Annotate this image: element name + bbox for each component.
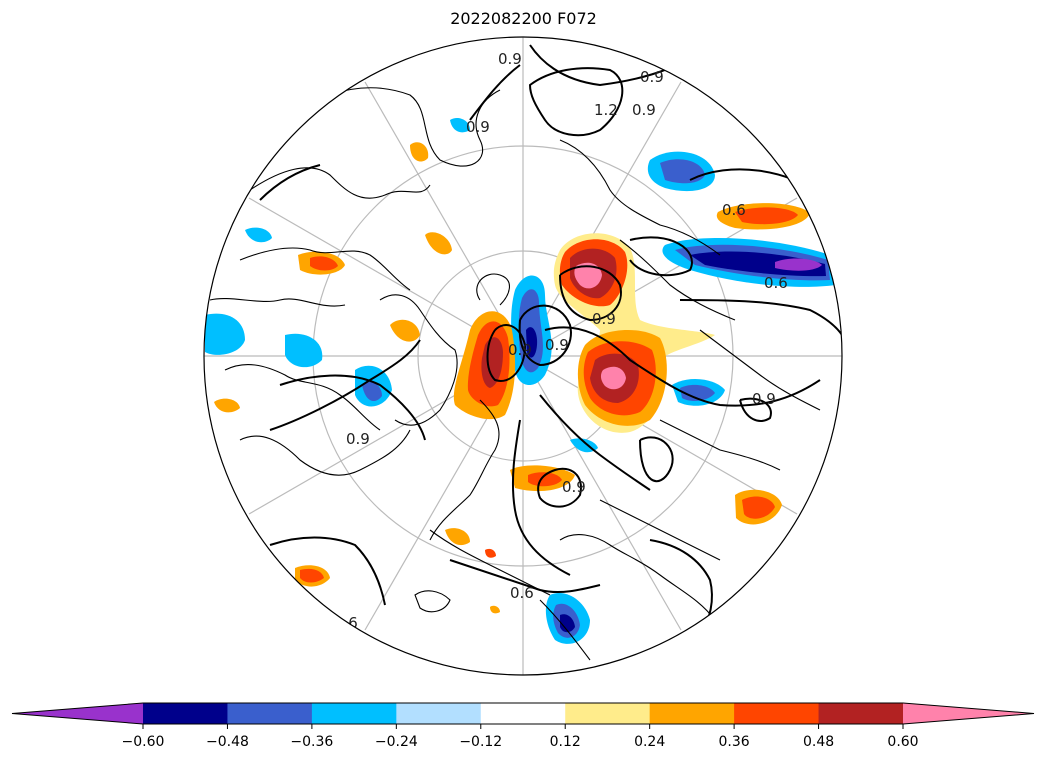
contour-label: 0.9 xyxy=(632,101,656,119)
anomaly-shading xyxy=(205,118,835,644)
contour-label: 0.9 xyxy=(592,310,616,328)
contour-label: 0.6 xyxy=(722,201,746,219)
shade-region xyxy=(481,337,503,388)
shade-region xyxy=(445,528,470,546)
shade-region xyxy=(205,313,245,355)
shade-region xyxy=(742,496,775,519)
contour-label: 0.6 xyxy=(510,584,534,602)
shade-region xyxy=(485,548,496,558)
shade-region xyxy=(735,207,798,225)
shade-region xyxy=(390,319,420,342)
contour-label: 0.6 xyxy=(334,614,358,632)
colorbar-tick-label: −0.36 xyxy=(290,734,333,750)
contour-label: 0.6 xyxy=(764,274,788,292)
colorbar-tick-label: −0.12 xyxy=(459,734,502,750)
shade-region xyxy=(245,227,272,243)
contour-label: 0.9 xyxy=(498,50,522,68)
shade-region xyxy=(285,333,323,368)
shade-region xyxy=(526,327,538,358)
polar-map: 0.9 0.9 1.2 0.9 0.9 0.6 0.6 0.9 0.9 0.9 … xyxy=(203,36,843,676)
contour-label: 0.9 xyxy=(562,478,586,496)
contour-label: 0.9 xyxy=(508,341,532,359)
shade-region xyxy=(775,258,822,271)
colorbar-tick-label: 0.48 xyxy=(803,734,834,750)
colorbar-segment xyxy=(818,703,904,724)
colorbar-segment xyxy=(734,703,820,724)
colorbar-segment xyxy=(12,703,143,724)
map-title: 2022082200 F072 xyxy=(450,9,597,28)
colorbar-outline xyxy=(11,702,1035,725)
shade-region xyxy=(600,366,626,390)
shade-region xyxy=(450,118,470,133)
coastlines xyxy=(209,87,821,661)
contour-label: 1.2 xyxy=(594,101,618,119)
shade-region xyxy=(680,384,715,401)
shade-region xyxy=(300,568,324,583)
colorbar-segment xyxy=(903,703,1034,724)
colorbar-segment xyxy=(649,703,735,724)
colorbar-tick-label: 0.12 xyxy=(550,734,581,750)
colorbar-tick-label: −0.24 xyxy=(375,734,418,750)
colorbar-segment xyxy=(227,703,313,724)
colorbar-segment xyxy=(565,703,651,724)
shade-region xyxy=(528,472,562,487)
contour-label: 0.9 xyxy=(346,430,370,448)
shade-region xyxy=(560,614,575,633)
colorbar-tick-label: 0.60 xyxy=(887,734,918,750)
contour-label: 0.9 xyxy=(752,390,776,408)
colorbar-segment xyxy=(143,703,228,724)
contour-label: 0.9 xyxy=(640,68,664,86)
shade-region xyxy=(490,605,500,614)
contour-label: 0.9 xyxy=(545,336,569,354)
colorbar-segment xyxy=(311,703,397,724)
map-boundary xyxy=(203,36,843,676)
colorbar-tick-label: 0.24 xyxy=(634,734,665,750)
colorbar-segment xyxy=(396,703,482,724)
shade-region xyxy=(574,262,602,289)
shade-region xyxy=(425,232,452,255)
colorbar-tick-label: −0.60 xyxy=(122,734,165,750)
colorbar-segment xyxy=(480,703,566,724)
shade-region xyxy=(362,382,382,402)
colorbar-tick-label: 0.36 xyxy=(719,734,750,750)
contour-label: 0.9 xyxy=(466,118,490,136)
contour-lines xyxy=(259,44,842,636)
shade-region xyxy=(214,398,240,413)
colorbar-tick-label: −0.48 xyxy=(206,734,249,750)
shade-region xyxy=(310,256,338,271)
shade-region xyxy=(410,142,429,162)
